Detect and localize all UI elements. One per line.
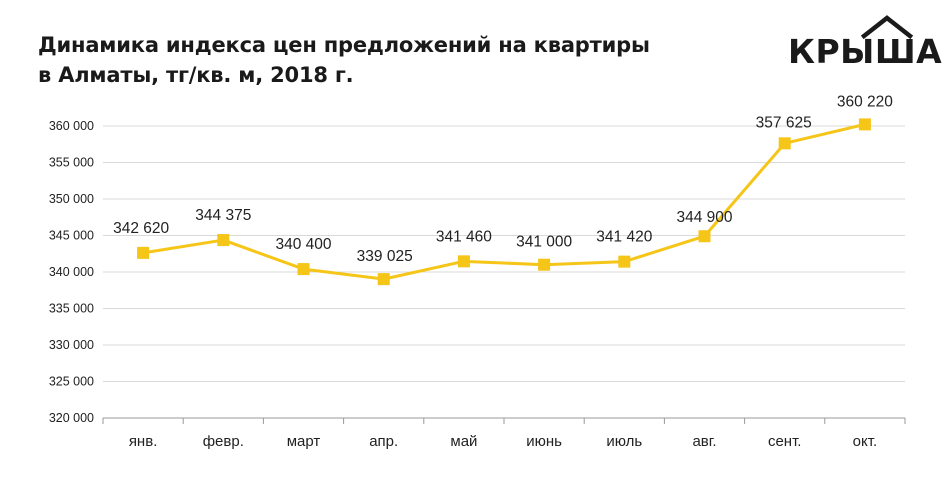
y-axis-tick-labels: 320 000 325 000 330 000 335 000 340 000 345 0… (49, 119, 94, 425)
y-tick-label: 340 000 (49, 265, 94, 279)
data-point-marker (538, 258, 551, 271)
x-tick-label: июнь (526, 433, 562, 450)
x-tick-label: янв. (129, 433, 158, 450)
x-tick-label: окт. (853, 433, 877, 450)
series-line (142, 122, 866, 281)
data-label: 341 460 (436, 228, 492, 245)
series-line-group (142, 122, 866, 281)
data-point-marker (858, 118, 871, 131)
data-point-marker (778, 137, 791, 150)
y-tick-label: 360 000 (49, 119, 94, 133)
chart-title: Динамика индекса цен предложений на квар… (38, 30, 650, 90)
krysha-logo[interactable]: КРЫША (788, 14, 942, 70)
x-tick-label: сент. (768, 433, 802, 450)
chart-title-line-2: в Алматы, тг/кв. м, 2018 г. (38, 63, 354, 87)
y-tick-label: 335 000 (49, 302, 94, 316)
y-tick-label: 325 000 (49, 375, 94, 389)
data-labels: 342 620 344 375 340 400 339 025 341 460 341 0… (113, 93, 893, 265)
data-markers (137, 118, 871, 286)
data-label: 341 000 (516, 234, 572, 251)
data-label: 340 400 (275, 236, 331, 253)
y-tick-label: 350 000 (49, 192, 94, 206)
x-tick-label: май (450, 433, 477, 450)
data-label: 344 375 (195, 207, 251, 224)
y-tick-label: 355 000 (49, 156, 94, 170)
y-tick-label: 345 000 (49, 229, 94, 243)
x-tick-label: авг. (692, 433, 716, 450)
data-point-marker (698, 230, 711, 243)
data-label: 344 900 (676, 209, 732, 226)
x-axis (102, 417, 906, 424)
data-label: 341 420 (596, 229, 652, 246)
data-point-marker (137, 246, 150, 259)
x-axis-tick-labels: янв. февр. март апр. май июнь июль авг. сент. окт… (129, 433, 877, 450)
y-tick-label: 330 000 (49, 338, 94, 352)
data-label: 357 625 (756, 114, 812, 131)
x-tick-label: июль (606, 433, 642, 450)
data-label: 339 025 (357, 248, 413, 265)
grid-lines (103, 125, 905, 382)
data-point-marker (618, 255, 631, 268)
data-point-marker (377, 273, 390, 286)
logo-text: КРЫША (788, 32, 943, 71)
data-point-marker (217, 234, 230, 247)
x-tick-label: февр. (203, 433, 244, 450)
data-point-marker (457, 255, 470, 268)
data-label: 360 220 (837, 93, 893, 110)
data-label: 342 620 (113, 220, 169, 237)
chart-title-line-1: Динамика индекса цен предложений на квар… (38, 33, 650, 57)
x-tick-label: март (287, 433, 321, 450)
data-point-marker (297, 263, 310, 276)
y-tick-label: 320 000 (49, 411, 94, 425)
x-tick-label: апр. (369, 433, 398, 450)
house-roof-icon (860, 15, 914, 40)
